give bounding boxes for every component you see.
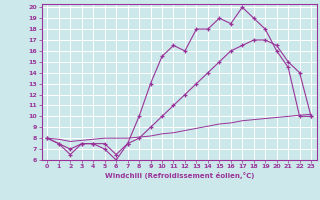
X-axis label: Windchill (Refroidissement éolien,°C): Windchill (Refroidissement éolien,°C)	[105, 172, 254, 179]
